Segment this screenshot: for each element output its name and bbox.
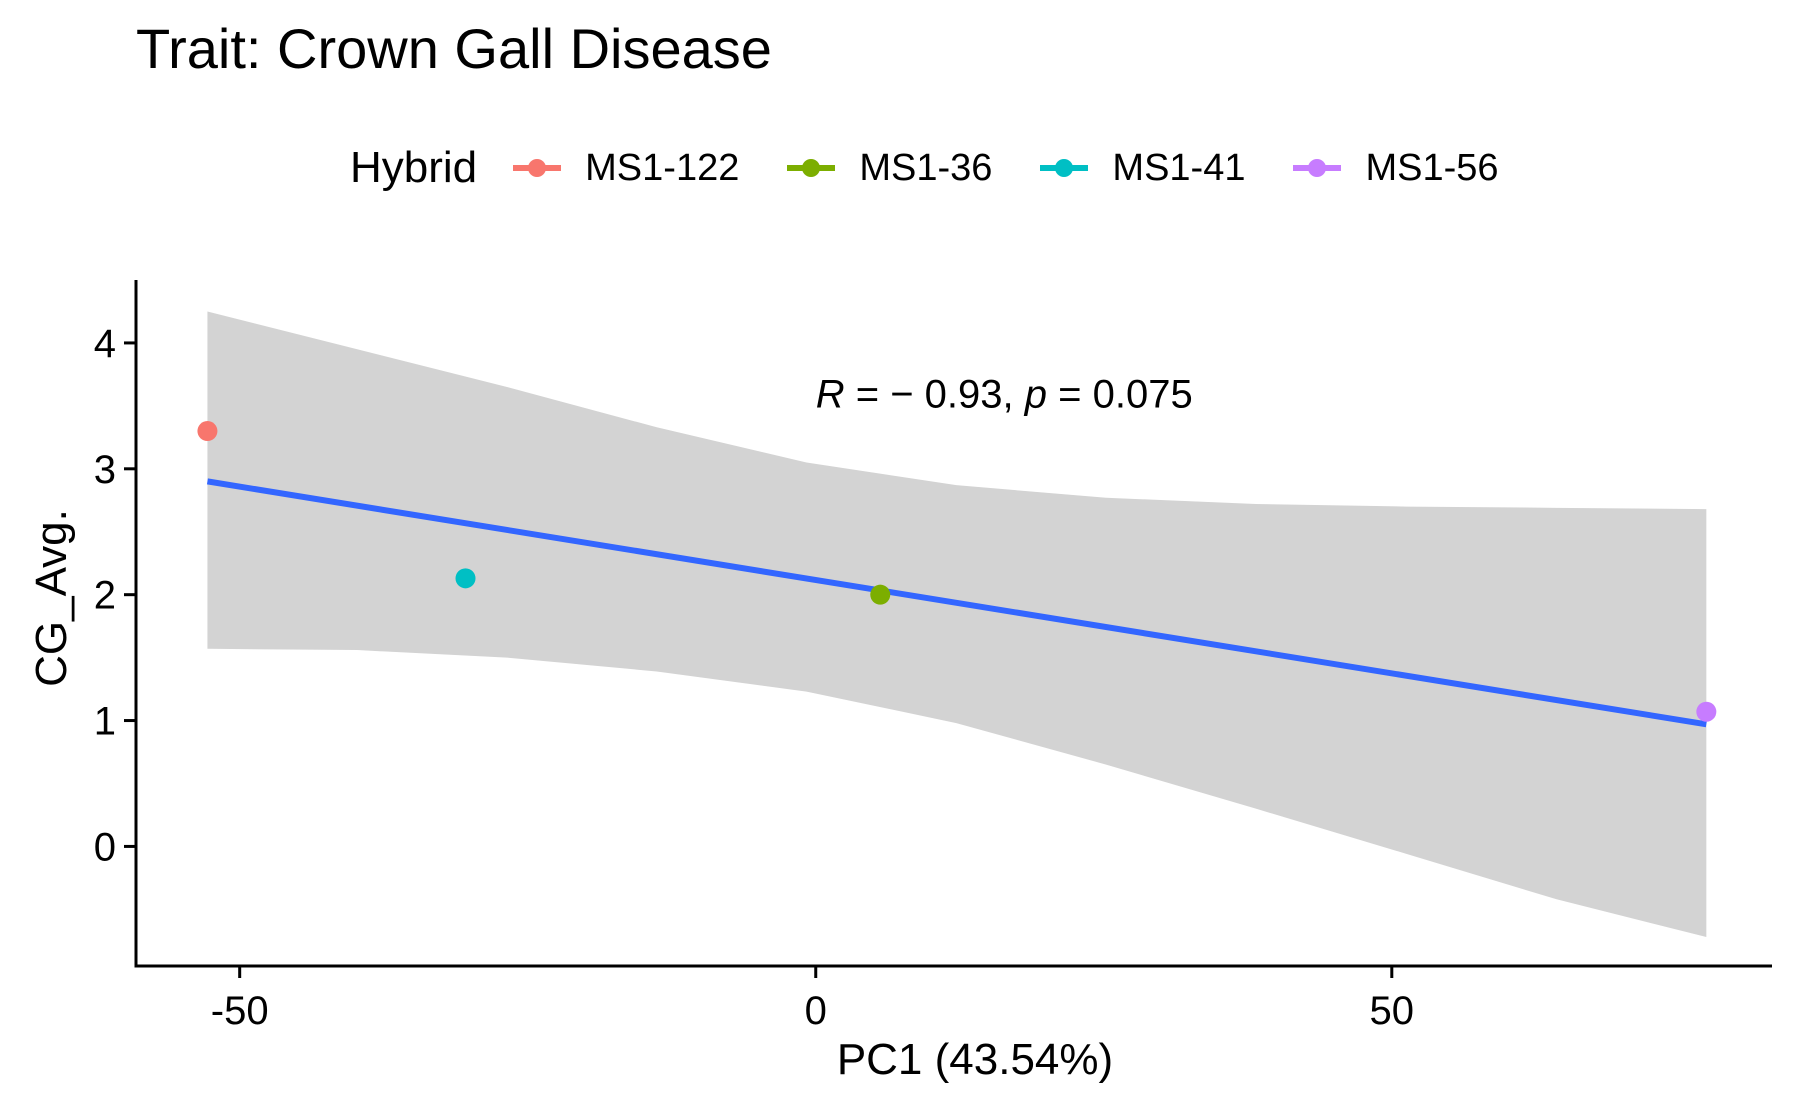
legend-label: MS1-122 bbox=[585, 146, 740, 189]
regression-line bbox=[206, 478, 1707, 728]
legend-item-ms1-41: MS1-41 bbox=[1036, 140, 1245, 196]
legend-key-icon bbox=[513, 159, 562, 177]
data-point-ms1-41 bbox=[455, 568, 476, 589]
p-value: = 0.075 bbox=[1047, 372, 1193, 416]
legend-title: Hybrid bbox=[350, 143, 478, 192]
legend-key-dot bbox=[802, 159, 821, 177]
legend-key-dot bbox=[1055, 159, 1074, 177]
legend-key-dot bbox=[528, 159, 547, 177]
legend-key-icon bbox=[1040, 159, 1089, 177]
y-tick-label: 3 bbox=[94, 448, 116, 492]
legend-label: MS1-41 bbox=[1112, 146, 1246, 189]
data-point-ms1-56 bbox=[1696, 701, 1717, 722]
legend-label: MS1-36 bbox=[859, 146, 993, 189]
legend: Hybrid MS1-122 MS1-36 MS1-41 MS1-56 bbox=[350, 140, 1543, 196]
y-tick-label: 2 bbox=[94, 574, 116, 618]
r-value: = − 0.93, bbox=[845, 372, 1025, 416]
x-tick-label: 0 bbox=[805, 989, 827, 1033]
x-axis-title: PC1 (43.54%) bbox=[836, 1035, 1114, 1084]
y-tick-label: 0 bbox=[94, 825, 116, 869]
y-axis-title: CG_Avg. bbox=[27, 509, 76, 687]
y-tick-label: 4 bbox=[94, 322, 116, 366]
r-symbol: R bbox=[816, 372, 845, 416]
legend-item-ms1-122: MS1-122 bbox=[509, 140, 739, 196]
legend-item-ms1-36: MS1-36 bbox=[783, 140, 992, 196]
axes-layer: 0 1 2 3 4 -50 0 50 bbox=[94, 280, 1772, 1033]
x-tick-label: 50 bbox=[1370, 989, 1415, 1033]
confidence-band-layer bbox=[207, 311, 1707, 938]
data-point-ms1-122 bbox=[197, 421, 218, 442]
confidence-band bbox=[207, 311, 1707, 938]
p-symbol: p bbox=[1024, 372, 1047, 416]
legend-item-ms1-56: MS1-56 bbox=[1289, 140, 1499, 196]
regression-line-layer bbox=[206, 478, 1707, 728]
correlation-annotation: R = − 0.93, p = 0.075 bbox=[816, 372, 1193, 416]
legend-key-icon bbox=[787, 159, 836, 177]
data-points-layer bbox=[197, 421, 1717, 722]
legend-label: MS1-56 bbox=[1365, 146, 1499, 189]
chart-title: Trait: Crown Gall Disease bbox=[136, 17, 772, 80]
legend-key-dot bbox=[1308, 159, 1327, 177]
data-point-ms1-36 bbox=[870, 584, 891, 605]
y-tick-label: 1 bbox=[94, 700, 116, 744]
legend-key-icon bbox=[1293, 159, 1342, 177]
x-tick-label: -50 bbox=[211, 989, 269, 1033]
